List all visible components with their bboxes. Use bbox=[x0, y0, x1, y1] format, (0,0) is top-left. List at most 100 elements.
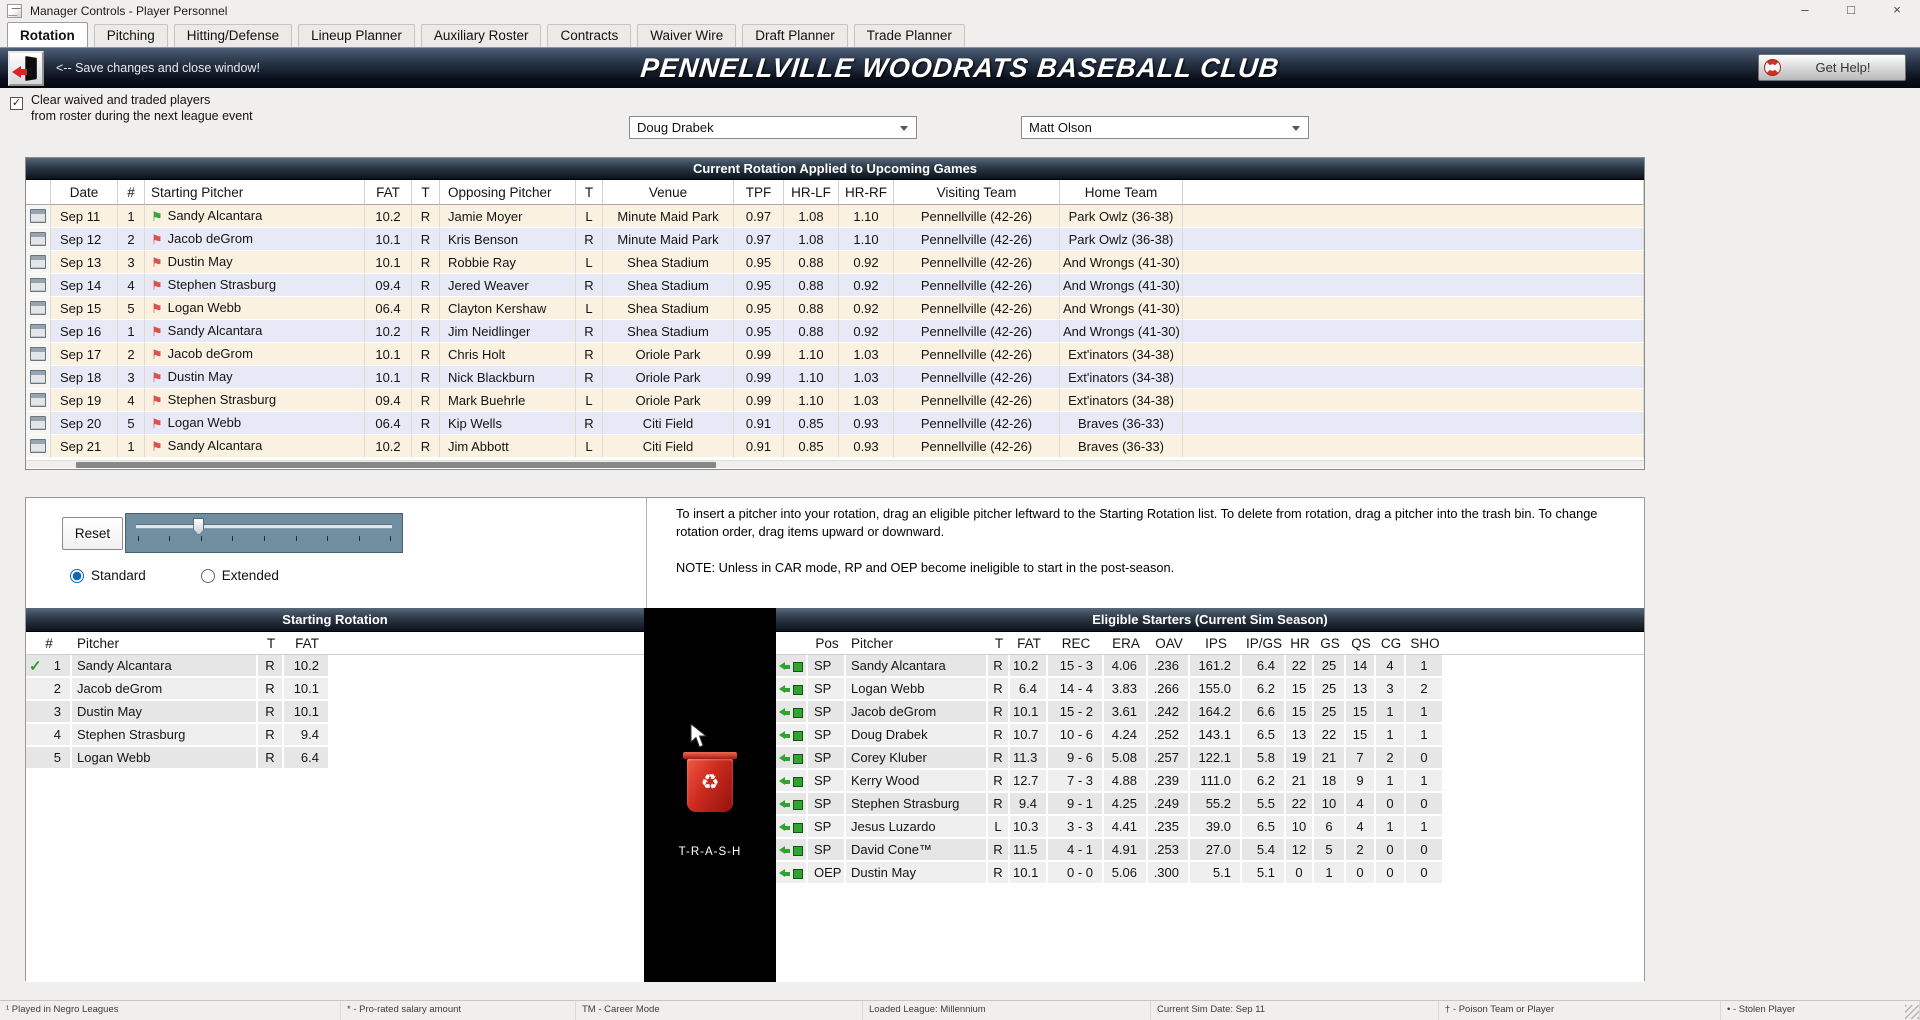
slider-tick bbox=[390, 536, 392, 541]
starting-rotation-row[interactable]: 4 Stephen Strasburg R 9.4 bbox=[26, 724, 644, 747]
check-icon: ✓ bbox=[29, 658, 42, 675]
rotation-game-row[interactable]: Sep 16 1 ⚑ Sandy Alcantara 10.2 R Jim Neidling… bbox=[26, 320, 1644, 343]
status-item: * - Pro-rated salary amount bbox=[341, 1001, 576, 1020]
schedule-icon[interactable] bbox=[30, 209, 46, 223]
reset-button[interactable]: Reset bbox=[62, 517, 123, 550]
rotation-game-row[interactable]: Sep 12 2 ⚑ Jacob deGrom 10.1 R Kris Benson R Min… bbox=[26, 228, 1644, 251]
clear-waived-checkbox[interactable]: ✓ bbox=[10, 97, 23, 110]
life-ring-icon bbox=[1764, 59, 1781, 76]
eligible-starter-row[interactable]: SP David Cone™ R 11.5 4 - 1 4.91.253 27.0 5.4 12… bbox=[776, 839, 1644, 862]
starting-rotation-panel: Starting Rotation # Pitcher T FAT 1 ✓ Sandy A… bbox=[26, 608, 644, 982]
eligible-starter-row[interactable]: SP Stephen Strasburg R 9.4 9 - 1 4.25.249 55.2… bbox=[776, 793, 1644, 816]
instructions-text: To insert a pitcher into your rotation, … bbox=[646, 498, 1646, 608]
pitcher-select-left[interactable]: Doug Drabek bbox=[629, 116, 917, 139]
radio-extended-dot bbox=[200, 568, 215, 583]
starting-rotation-body: 1 ✓ Sandy Alcantara R 10.2 2 Jacob deGrom R 10.1… bbox=[26, 655, 644, 770]
slider-tick bbox=[200, 536, 202, 541]
eligible-starter-row[interactable]: SP Jesus Luzardo L 10.3 3 - 3 4.41.235 39.0 6.5… bbox=[776, 816, 1644, 839]
starting-rotation-row[interactable]: 2 Jacob deGrom R 10.1 bbox=[26, 678, 644, 701]
radio-standard[interactable]: Standard bbox=[70, 568, 146, 583]
drag-left-icon bbox=[779, 846, 791, 855]
eligible-starter-row[interactable]: SP Corey Kluber R 11.3 9 - 6 5.08.257 122.1 5.8… bbox=[776, 747, 1644, 770]
rotation-game-row[interactable]: Sep 11 1 ⚑ Sandy Alcantara 10.2 R Jamie Moyer L… bbox=[26, 205, 1644, 228]
eligible-starter-row[interactable]: SP Sandy Alcantara R 10.2 15 - 3 4.06.236 161.… bbox=[776, 655, 1644, 678]
tab-waiver-wire[interactable]: Waiver Wire bbox=[637, 24, 737, 47]
rotation-header-row: Date # Starting Pitcher FAT T Opposing Pitche… bbox=[26, 180, 1644, 205]
tab-contracts[interactable]: Contracts bbox=[547, 24, 632, 47]
exit-arrow-icon bbox=[12, 66, 27, 78]
rotation-hscrollbar-thumb[interactable] bbox=[76, 462, 716, 468]
rotation-size-slider[interactable] bbox=[125, 513, 403, 553]
schedule-icon[interactable] bbox=[30, 255, 46, 269]
trash-label: T-R-A-S-H bbox=[678, 846, 742, 858]
window-title: Manager Controls - Player Personnel bbox=[30, 4, 228, 18]
team-banner: <-- Save changes and close window! PENNE… bbox=[0, 47, 1920, 88]
rotation-game-row[interactable]: Sep 15 5 ⚑ Logan Webb 06.4 R Clayton Kershaw L S… bbox=[26, 297, 1644, 320]
eligible-marker-icon bbox=[793, 684, 803, 695]
eligible-starter-row[interactable]: OEP Dustin May R 10.1 0 - 0 5.06.300 5.1 5.1 0 1 0… bbox=[776, 862, 1644, 885]
trash-bin-dropzone[interactable]: ♻ T-R-A-S-H bbox=[644, 608, 776, 982]
starting-rotation-title: Starting Rotation bbox=[26, 608, 644, 632]
pitcher-select-left-value: Doug Drabek bbox=[637, 120, 714, 135]
eligible-starter-row[interactable]: SP Kerry Wood R 12.7 7 - 3 4.88.239 111.0 6.2 21… bbox=[776, 770, 1644, 793]
pitcher-select-right[interactable]: Matt Olson bbox=[1021, 116, 1309, 139]
tab-rotation[interactable]: Rotation bbox=[7, 22, 88, 47]
rotation-game-row[interactable]: Sep 14 4 ⚑ Stephen Strasburg 09.4 R Jered Weav… bbox=[26, 274, 1644, 297]
tab-bar: Rotation Pitching Hitting/Defense Lineup Pl… bbox=[0, 22, 1920, 47]
minimize-icon[interactable]: – bbox=[1801, 2, 1809, 17]
chevron-down-icon bbox=[1292, 126, 1300, 131]
slider-thumb[interactable] bbox=[193, 518, 205, 535]
tab-pitching[interactable]: Pitching bbox=[93, 24, 168, 47]
drag-left-icon bbox=[779, 708, 791, 717]
schedule-icon[interactable] bbox=[30, 347, 46, 361]
tab-draft-planner[interactable]: Draft Planner bbox=[742, 24, 848, 47]
slider-tick bbox=[295, 536, 297, 541]
schedule-icon[interactable] bbox=[30, 278, 46, 292]
schedule-icon[interactable] bbox=[30, 393, 46, 407]
rotation-game-row[interactable]: Sep 20 5 ⚑ Logan Webb 06.4 R Kip Wells R Citi Fi… bbox=[26, 412, 1644, 435]
close-icon[interactable]: × bbox=[1893, 2, 1901, 17]
resize-grip[interactable] bbox=[1905, 1005, 1919, 1019]
radio-extended[interactable]: Extended bbox=[200, 568, 279, 583]
drag-left-icon bbox=[779, 823, 791, 832]
schedule-icon[interactable] bbox=[30, 301, 46, 315]
drag-left-icon bbox=[779, 800, 791, 809]
eligible-marker-icon bbox=[793, 753, 803, 764]
tab-auxiliary-roster[interactable]: Auxiliary Roster bbox=[420, 24, 542, 47]
maximize-icon[interactable]: □ bbox=[1847, 2, 1855, 17]
schedule-icon[interactable] bbox=[30, 370, 46, 384]
starting-rotation-header-row: # Pitcher T FAT bbox=[26, 632, 644, 655]
eligible-starter-row[interactable]: SP Doug Drabek R 10.7 10 - 6 4.24.252 143.1 6.5… bbox=[776, 724, 1644, 747]
schedule-icon[interactable] bbox=[30, 416, 46, 430]
eligible-starters-body: SP Sandy Alcantara R 10.2 15 - 3 4.06.236 161.… bbox=[776, 655, 1644, 885]
save-close-button[interactable] bbox=[8, 51, 44, 86]
rotation-game-row[interactable]: Sep 17 2 ⚑ Jacob deGrom 10.1 R Chris Holt R Orio… bbox=[26, 343, 1644, 366]
flag-icon: ⚑ bbox=[151, 254, 163, 270]
eligible-marker-icon bbox=[793, 845, 803, 856]
tab-trade-planner[interactable]: Trade Planner bbox=[853, 24, 965, 47]
flag-icon: ⚑ bbox=[151, 346, 163, 362]
eligible-starter-row[interactable]: SP Jacob deGrom R 10.1 15 - 2 3.61.242 164.2 6.… bbox=[776, 701, 1644, 724]
rotation-game-row[interactable]: Sep 13 3 ⚑ Dustin May 10.1 R Robbie Ray L Shea S… bbox=[26, 251, 1644, 274]
rotation-hscrollbar[interactable] bbox=[26, 460, 1644, 468]
starting-rotation-row[interactable]: 5 Logan Webb R 6.4 bbox=[26, 747, 644, 770]
schedule-icon[interactable] bbox=[30, 232, 46, 246]
eligible-starter-row[interactable]: SP Logan Webb R 6.4 14 - 4 3.83.266 155.0 6.2 15… bbox=[776, 678, 1644, 701]
rotation-mode-radios: Standard Extended bbox=[70, 568, 279, 583]
slider-tick bbox=[358, 536, 360, 541]
eligible-marker-icon bbox=[793, 822, 803, 833]
slider-groove bbox=[136, 525, 392, 528]
flag-icon: ⚑ bbox=[151, 323, 163, 339]
schedule-icon[interactable] bbox=[30, 324, 46, 338]
tab-lineup-planner[interactable]: Lineup Planner bbox=[298, 24, 415, 47]
tab-hitting-defense[interactable]: Hitting/Defense bbox=[173, 24, 293, 47]
save-close-label: <-- Save changes and close window! bbox=[56, 61, 260, 75]
get-help-button[interactable]: Get Help! bbox=[1758, 54, 1906, 81]
rotation-game-row[interactable]: Sep 19 4 ⚑ Stephen Strasburg 09.4 R Mark Buehr… bbox=[26, 389, 1644, 412]
eligible-starters-table: Pos Pitcher T FAT REC ERA OAV IPS IP/GS HR GS QS CG S… bbox=[776, 632, 1644, 885]
rotation-game-row[interactable]: Sep 21 1 ⚑ Sandy Alcantara 10.2 R Jim Abbott L C… bbox=[26, 435, 1644, 458]
rotation-game-row[interactable]: Sep 18 3 ⚑ Dustin May 10.1 R Nick Blackburn R Or… bbox=[26, 366, 1644, 389]
starting-rotation-row[interactable]: 1 ✓ Sandy Alcantara R 10.2 bbox=[26, 655, 644, 678]
starting-rotation-row[interactable]: 3 Dustin May R 10.1 bbox=[26, 701, 644, 724]
schedule-icon[interactable] bbox=[30, 439, 46, 453]
